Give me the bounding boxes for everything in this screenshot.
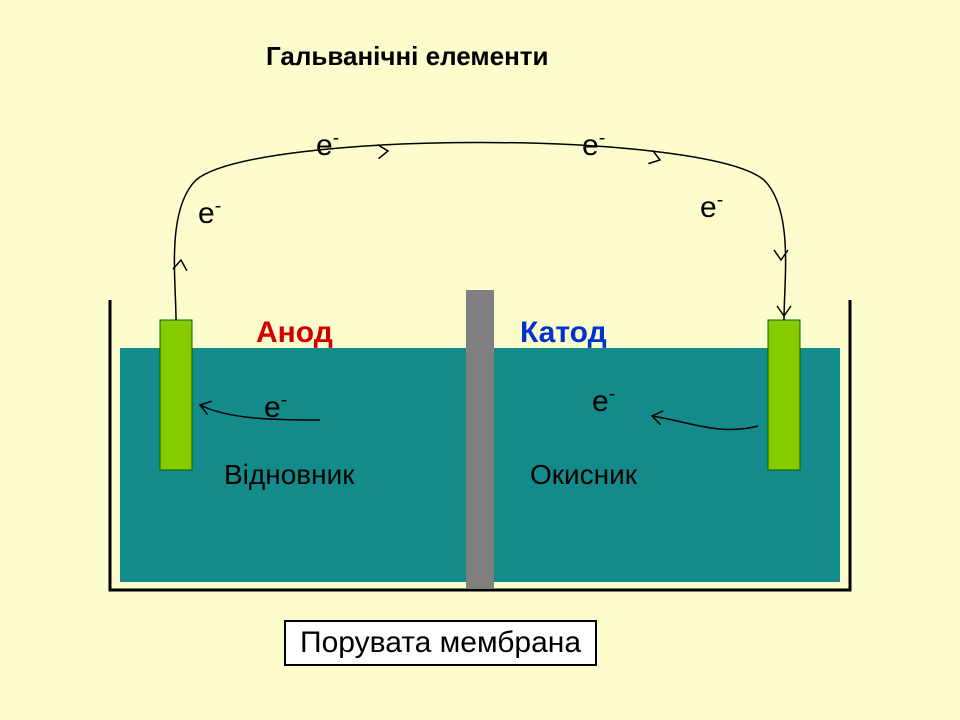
membrane-caption: Порувата мембрана (284, 620, 597, 666)
membrane-bar (466, 290, 494, 588)
electron-label-e4: е- (700, 190, 723, 224)
electron-label-e5: е- (264, 390, 287, 424)
electron-label-e2: е- (316, 128, 339, 162)
electron-label-e3: е- (582, 128, 605, 162)
anode-label: Анод (256, 316, 333, 349)
electron-label-e6: е- (592, 384, 615, 418)
arrow-wire-2 (378, 145, 388, 159)
reducer-label: Відновник (224, 460, 355, 491)
electron-label-e1: е- (198, 196, 221, 230)
right-electrode (768, 320, 800, 470)
diagram-title: Гальванічні елементи (266, 42, 549, 71)
left-electrode (160, 320, 192, 470)
cathode-label: Катод (520, 316, 607, 349)
membrane-caption-text: Порувата мембрана (300, 626, 581, 659)
oxidizer-label: Окисник (530, 460, 637, 491)
